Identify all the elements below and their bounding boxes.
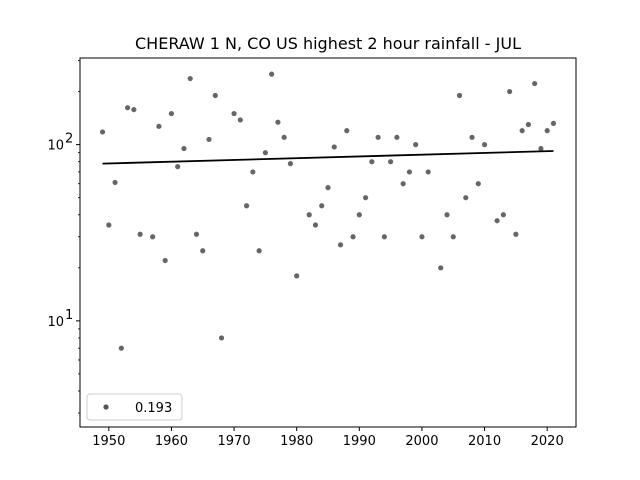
y-tick-label-100: 10 [47,139,64,154]
data-point-1957 [150,234,156,240]
y-tick-exponent-10: 1 [65,308,73,323]
data-point-2001 [425,169,431,175]
data-point-1992 [369,159,375,165]
data-point-1966 [206,136,212,143]
chart-title: CHERAW 1 N, CO US highest 2 hour rainfal… [135,34,521,53]
data-point-2021 [550,120,557,126]
data-point-1967 [212,92,218,99]
y-tick-label-10: 10 [47,315,64,330]
data-point-1955 [137,231,143,237]
data-point-1954 [131,106,137,113]
x-tick-label-1960: 1960 [155,434,188,449]
data-point-1971 [237,117,243,123]
legend-box [86,393,183,421]
data-point-1997 [400,181,406,187]
data-point-2013 [500,212,506,218]
data-point-1988 [344,128,350,134]
data-point-1987 [337,242,344,248]
data-point-2014 [507,88,513,95]
data-point-1960 [168,110,175,117]
data-point-2018 [532,80,538,87]
data-point-1985 [325,185,331,191]
data-point-1978 [281,134,287,140]
data-point-2006 [456,92,463,99]
x-tick-label-1970: 1970 [218,434,251,449]
data-point-2008 [469,134,475,140]
data-point-1952 [118,345,124,351]
data-point-1949 [99,129,106,135]
data-point-1951 [112,179,118,186]
data-point-1979 [287,161,294,167]
data-point-2007 [463,195,469,201]
data-point-2019 [538,145,544,152]
data-point-1990 [356,212,362,218]
y-tick-exponent-100: 2 [65,132,73,147]
data-point-1961 [175,164,181,170]
data-point-1984 [319,203,325,209]
data-point-2010 [481,142,488,148]
data-point-1983 [312,222,319,228]
data-point-1975 [262,150,268,156]
data-point-1982 [306,212,312,218]
data-point-2009 [475,181,481,187]
data-point-2017 [525,121,532,128]
data-point-1999 [413,142,419,148]
data-point-1974 [256,248,262,254]
data-point-1970 [231,110,237,117]
data-point-1973 [250,169,256,175]
data-point-2020 [544,128,550,134]
data-point-2012 [494,218,500,224]
data-point-1963 [187,75,193,82]
data-point-1986 [331,144,337,150]
data-point-2015 [513,231,519,237]
data-point-2005 [450,234,456,240]
data-point-1995 [388,159,394,165]
data-point-1977 [275,119,281,125]
data-point-1994 [381,234,387,240]
data-point-1964 [193,231,200,237]
data-point-1991 [362,195,369,201]
data-point-1965 [200,248,206,254]
data-point-1996 [394,134,400,140]
x-tick-label-2010: 2010 [468,434,501,449]
x-tick-label-1990: 1990 [343,434,376,449]
data-point-1989 [350,234,356,240]
data-point-1962 [181,145,187,152]
x-tick-label-1980: 1980 [280,434,313,449]
data-point-2000 [419,234,425,240]
data-point-2016 [519,128,525,134]
x-tick-label-2020: 2020 [531,434,564,449]
data-point-1972 [243,203,250,209]
data-point-1958 [156,123,162,129]
trend-line [102,150,554,165]
data-point-1976 [269,71,275,77]
data-point-1980 [294,273,300,279]
x-tick-label-2000: 2000 [405,434,438,449]
data-point-1959 [162,257,168,264]
data-point-1950 [106,222,112,228]
legend: 0.193 [86,393,183,421]
data-point-1953 [124,105,131,111]
data-point-2004 [444,212,450,218]
data-point-1998 [406,169,413,175]
x-tick-label-1950: 1950 [92,434,125,449]
axes-frame [79,57,577,428]
legend-label: 0.193 [135,401,172,416]
data-point-1968 [218,335,225,341]
data-point-1993 [375,134,381,140]
data-point-2003 [438,265,444,271]
legend-marker [103,404,109,410]
